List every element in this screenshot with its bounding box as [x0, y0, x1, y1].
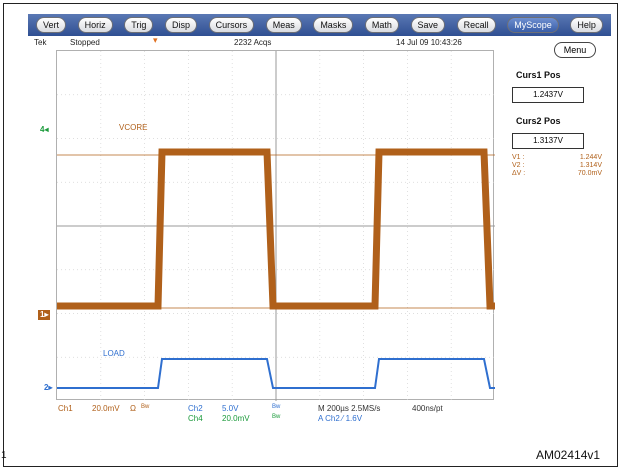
readout-v2-value: 1.314V — [579, 162, 602, 169]
load-label: LOAD — [103, 349, 125, 358]
ch4-bw-icon: Bw — [272, 414, 281, 420]
curs1-value-box[interactable]: 1.2437V — [512, 87, 584, 103]
waveform-display[interactable]: VCORE LOAD — [56, 50, 495, 401]
ch4-marker-text: 4 — [40, 125, 45, 134]
readout-v1: V1 : 1.244V — [512, 154, 602, 162]
menu-masks-button[interactable]: Masks — [313, 17, 354, 33]
readout-v1-value: 1.244V — [579, 154, 602, 161]
cursor-readout: V1 : 1.244V V2 : 1.314V ΔV : 70.0mV — [512, 154, 602, 178]
curs2-value-box[interactable]: 1.3137V — [512, 133, 584, 149]
menu-button[interactable]: Menu — [554, 42, 596, 58]
readout-v2: V2 : 1.314V — [512, 162, 602, 170]
menu-trig-button[interactable]: Trig — [124, 17, 154, 33]
menu-cursors-button[interactable]: Cursors — [208, 17, 255, 33]
ch1-bw-icon: Bw — [141, 404, 150, 410]
menu-horiz-button[interactable]: Horiz — [77, 17, 113, 33]
trigger-position-icon: ▾ — [153, 35, 158, 45]
graticule — [57, 51, 495, 401]
readout-dv: ΔV : 70.0mV — [512, 170, 602, 178]
date-time: 14 Jul 09 10:43:26 — [396, 38, 462, 47]
status-bar: Tek Stopped 2232 Acqs 14 Jul 09 10:43:26… — [28, 35, 498, 49]
menu-vert-button[interactable]: Vert — [36, 17, 67, 33]
load-trace — [57, 358, 495, 389]
figure-id: AM02414v1 — [536, 448, 601, 462]
curs1-title: Curs1 Pos — [516, 70, 561, 80]
acquisition-state: Stopped — [70, 38, 100, 47]
ch1-marker-text: 1 — [40, 310, 45, 319]
ch1-coupling: Ω — [130, 404, 136, 413]
left-edge-label: 1 — [1, 450, 7, 461]
brand-label: Tek — [34, 38, 47, 47]
menu-help-button[interactable]: Help — [570, 17, 603, 33]
ch2-marker-text: 2 — [44, 383, 49, 392]
readout-v2-label: V2 : — [512, 162, 525, 169]
ch2-label[interactable]: Ch2 — [188, 404, 203, 413]
ch4-scale: 20.0mV — [222, 414, 250, 423]
record-length: 400ns/pt — [412, 404, 443, 413]
ch4-marker[interactable]: 4◂ — [40, 125, 49, 134]
scope-menu-bar: Vert Horiz Trig Disp Cursors Meas Masks Math Sav… — [28, 14, 611, 36]
acquisition-count: 2232 Acqs — [234, 38, 272, 47]
menu-meas-button[interactable]: Meas — [265, 17, 302, 33]
readout-v1-label: V1 : — [512, 154, 525, 161]
ch1-label[interactable]: Ch1 — [58, 404, 73, 413]
ch2-bw-icon: Bw — [272, 404, 281, 410]
vcore-label: VCORE — [119, 123, 148, 132]
cursor-side-panel: Menu Curs1 Pos 1.2437V Curs2 Pos 1.3137V… — [500, 40, 610, 400]
timebase-readout[interactable]: M 200µs 2.5MS/s — [318, 404, 381, 413]
ch4-label[interactable]: Ch4 — [188, 414, 203, 423]
menu-math-button[interactable]: Math — [364, 17, 399, 33]
ch1-scale: 20.0mV — [92, 404, 120, 413]
ch2-scale: 5.0V — [222, 404, 239, 413]
vcore-trace — [57, 148, 495, 310]
trigger-readout[interactable]: A Ch2 ⁄ 1.6V — [318, 414, 363, 423]
curs2-title: Curs2 Pos — [516, 116, 561, 126]
menu-disp-button[interactable]: Disp — [164, 17, 197, 33]
menu-save-button[interactable]: Save — [410, 17, 446, 33]
menu-myscope-button[interactable]: MyScope — [507, 17, 559, 33]
menu-recall-button[interactable]: Recall — [456, 17, 496, 33]
readout-dv-value: 70.0mV — [577, 170, 602, 177]
ch2-marker[interactable]: 2▸ — [44, 383, 53, 392]
ch1-marker[interactable]: 1▸ — [38, 310, 51, 320]
readout-dv-label: ΔV : — [512, 170, 526, 177]
